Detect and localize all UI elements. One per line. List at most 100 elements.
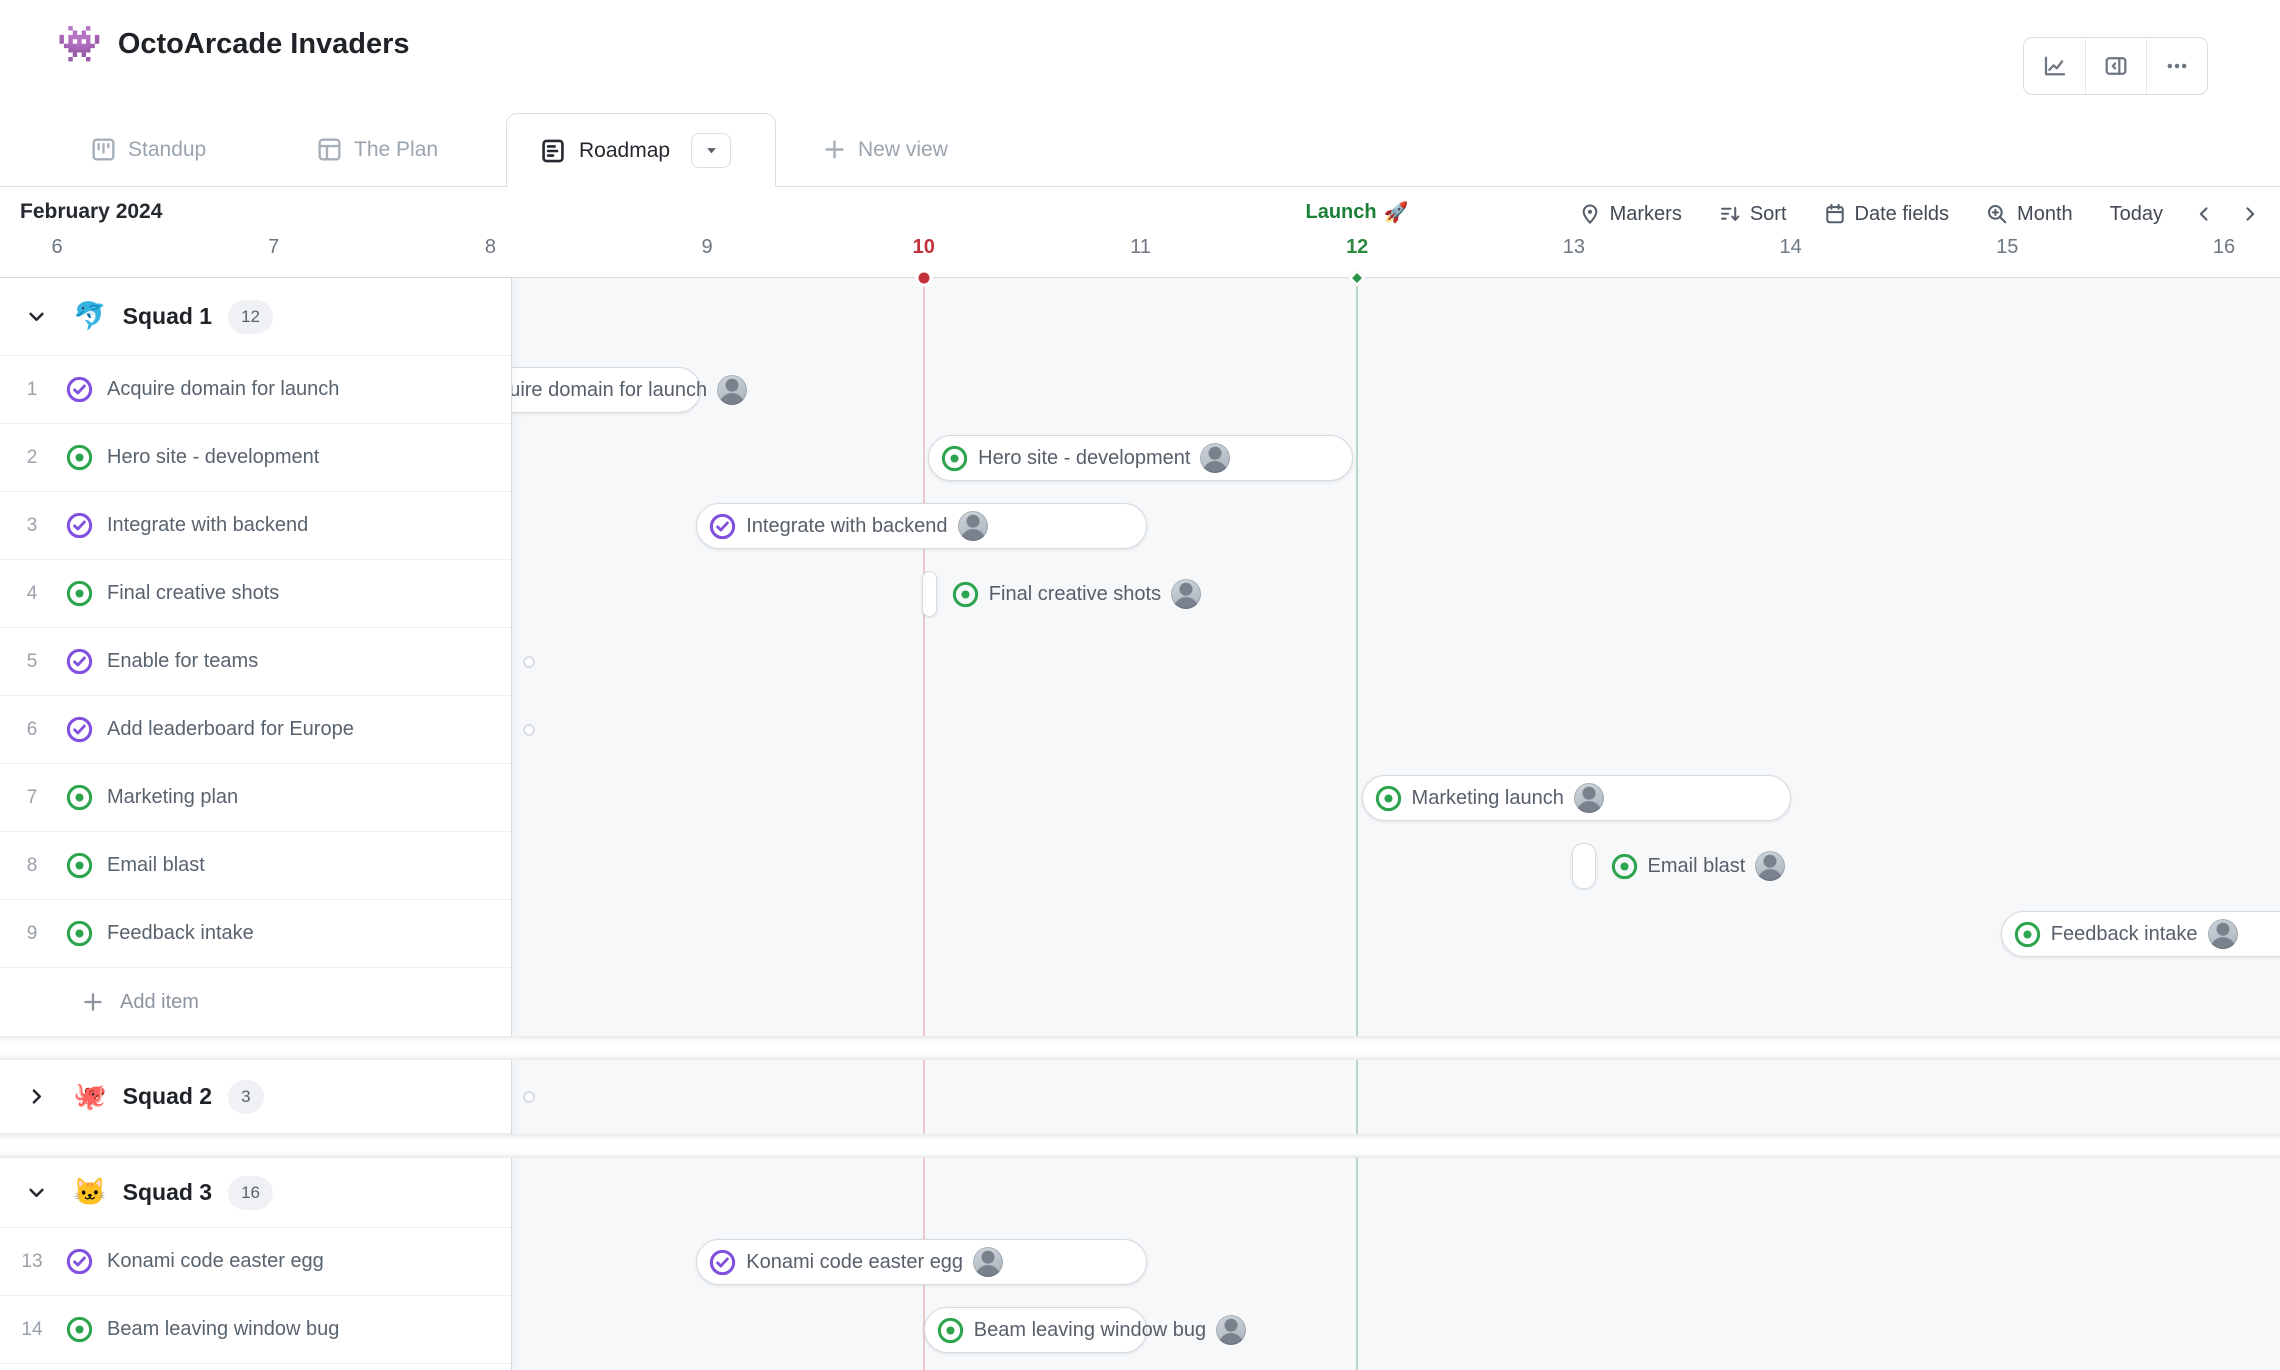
sort-icon — [1719, 203, 1741, 225]
item-row-4[interactable]: 4 Final creative shots — [0, 560, 511, 628]
day-label-6: 6 — [51, 236, 63, 258]
today-button[interactable]: Today — [2109, 202, 2163, 225]
timeline-bars-layer: Acquire domain for launch Hero site - dev… — [512, 278, 2280, 1370]
item-title: Hero site - development — [107, 446, 320, 468]
roadmap-content: Acquire domain for launch Hero site - dev… — [0, 278, 2280, 1370]
item-title: Final creative shots — [107, 582, 280, 604]
chevron-down-icon[interactable] — [26, 1182, 47, 1203]
table-icon — [317, 137, 342, 162]
collapse-panel-icon — [2104, 54, 2128, 78]
timeline-background — [512, 278, 2280, 1370]
item-number: 3 — [26, 514, 38, 536]
today-line — [923, 278, 925, 1036]
assignee-avatar — [717, 375, 748, 405]
assignee-avatar — [1171, 579, 1202, 609]
item-number: 5 — [26, 650, 38, 672]
item-title: Add leaderboard for Europe — [107, 718, 354, 740]
item-row-8[interactable]: 8 Email blast — [0, 832, 511, 900]
item-title: Enable for teams — [107, 650, 259, 672]
item-title: Feedback intake — [107, 922, 254, 944]
timeline-bar[interactable]: Feedback intake — [2000, 911, 2280, 957]
group-emoji-icon: 🐬 — [73, 301, 107, 331]
group-header-squad-3[interactable]: 🐱 Squad 3 16 — [0, 1158, 511, 1228]
chevron-down-icon[interactable] — [26, 306, 47, 327]
item-row-3[interactable]: 3 Integrate with backend — [0, 492, 511, 560]
assignee-avatar — [1755, 851, 1786, 881]
timeline-bar[interactable]: Marketing launch — [1361, 775, 1791, 821]
item-row-13[interactable]: 13 Konami code easter egg — [0, 1228, 511, 1296]
tab-label: Roadmap — [579, 138, 671, 162]
insights-button[interactable] — [2024, 38, 2085, 94]
assignee-avatar — [957, 511, 988, 541]
tab-roadmap[interactable]: Roadmap — [506, 113, 776, 187]
insights-chart-icon — [2043, 54, 2067, 78]
done-issue-icon — [66, 512, 93, 539]
timeline-bar[interactable]: Beam leaving window bug — [923, 1307, 1247, 1353]
timeline-section — [512, 1060, 2280, 1134]
add-item-button[interactable]: Add item — [0, 968, 511, 1036]
today-marker-dot — [915, 269, 933, 287]
item-row-7[interactable]: 7 Marketing plan — [0, 764, 511, 832]
timeline-bar[interactable]: Email blast — [1571, 843, 1786, 889]
project-header: 👾 OctoArcade Invaders — [57, 26, 410, 62]
roadmap-view-options-button[interactable] — [691, 133, 732, 168]
chevron-right-icon[interactable] — [2240, 204, 2260, 224]
item-row-1[interactable]: 1 Acquire domain for launch — [0, 356, 511, 424]
done-issue-icon — [709, 513, 736, 540]
timeline-bar-label: Marketing launch — [1375, 775, 1604, 821]
item-row-2[interactable]: 2 Hero site - development — [0, 424, 511, 492]
item-number: 14 — [21, 1318, 43, 1340]
item-title: Konami code easter egg — [107, 1250, 324, 1272]
timeline-bar[interactable]: Integrate with backend — [696, 503, 1147, 549]
plus-icon — [823, 138, 846, 161]
roadmap-toolbar: Markers Sort Date fields Month Today — [1579, 195, 2260, 233]
done-issue-icon — [66, 648, 93, 675]
day-label-8: 8 — [484, 236, 496, 258]
group-count-badge: 3 — [228, 1079, 264, 1114]
assignee-avatar — [1200, 443, 1231, 473]
item-number: 1 — [26, 378, 38, 400]
offscreen-bar-indicator — [523, 1091, 535, 1103]
tab-label: Standup — [128, 137, 207, 161]
timeline-bar[interactable]: Acquire domain for launch — [512, 367, 748, 413]
timeline-bar[interactable]: Hero site - development — [928, 435, 1353, 481]
timeline-bar[interactable]: Final creative shots — [921, 571, 1202, 617]
sort-button[interactable]: Sort — [1719, 203, 1787, 226]
assignee-avatar — [1573, 783, 1604, 813]
item-row-6[interactable]: 6 Add leaderboard for Europe — [0, 696, 511, 764]
item-row-5[interactable]: 5 Enable for teams — [0, 628, 511, 696]
open-issue-icon — [952, 581, 979, 608]
tab-new-view[interactable]: New view — [823, 113, 948, 186]
day-label-10: 10 — [912, 236, 935, 258]
assignee-avatar — [1216, 1315, 1247, 1345]
timeline-bar[interactable]: Konami code easter egg — [696, 1239, 1147, 1285]
zoom-level-button[interactable]: Month — [1986, 203, 2073, 226]
tab-standup[interactable]: Standup — [91, 113, 206, 186]
zoom-icon — [1986, 203, 2008, 225]
group-header-squad-2[interactable]: 🐙 Squad 2 3 — [0, 1060, 511, 1134]
item-row-14[interactable]: 14 Beam leaving window bug — [0, 1296, 511, 1364]
open-issue-icon — [66, 444, 93, 471]
item-number: 8 — [26, 854, 38, 876]
item-title: Beam leaving window bug — [107, 1318, 340, 1340]
day-label-16: 16 — [2212, 236, 2236, 258]
open-issue-icon — [66, 920, 93, 947]
item-number: 6 — [26, 718, 38, 740]
more-options-button[interactable] — [2146, 38, 2207, 94]
date-fields-button[interactable]: Date fields — [1824, 203, 1949, 226]
chevron-left-icon[interactable] — [2194, 204, 2214, 224]
tab-label: The Plan — [354, 137, 439, 161]
open-issue-icon — [66, 784, 93, 811]
chevron-right-icon[interactable] — [26, 1086, 47, 1107]
header-action-group — [2023, 37, 2208, 95]
group-header-squad-1[interactable]: 🐬 Squad 1 12 — [0, 278, 511, 356]
tab-the-plan[interactable]: The Plan — [317, 113, 438, 186]
collapse-side-panel-button[interactable] — [2085, 38, 2146, 94]
group-emoji-icon: 🐙 — [73, 1081, 107, 1111]
markers-button[interactable]: Markers — [1579, 203, 1682, 226]
item-row-9[interactable]: 9 Feedback intake — [0, 900, 511, 968]
open-issue-icon — [1375, 785, 1402, 812]
timeline-bar-label: Feedback intake — [2014, 911, 2238, 957]
launch-line — [1356, 1060, 1358, 1134]
timeline-bar-label: Integrate with backend — [709, 503, 988, 549]
